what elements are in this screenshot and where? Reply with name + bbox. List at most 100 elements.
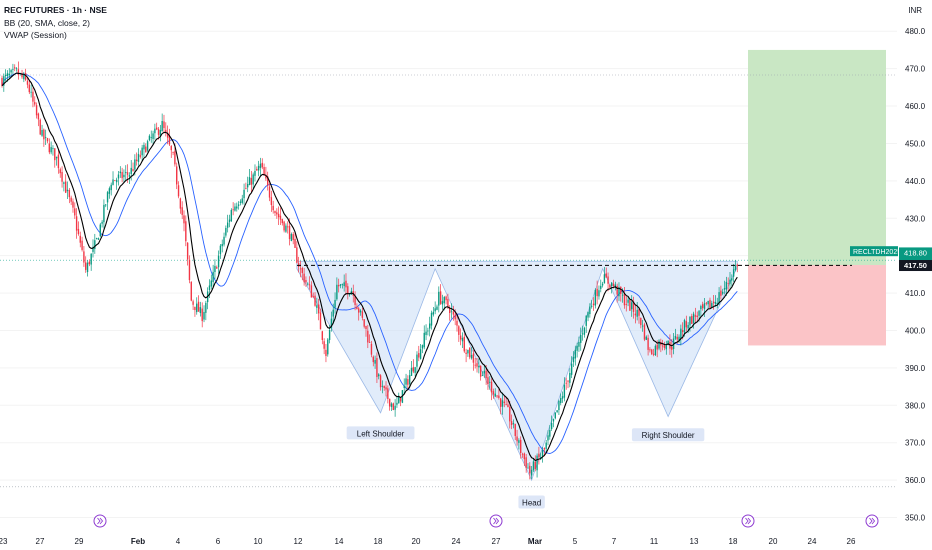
candle — [15, 67, 18, 72]
candle — [671, 339, 673, 358]
y-tick-label: 410.0 — [905, 289, 926, 298]
candle-body — [270, 197, 273, 205]
pattern-label-box — [346, 426, 415, 440]
candle-body — [494, 393, 496, 397]
vwap-legend[interactable]: VWAP (Session) — [4, 30, 67, 40]
candle-body — [126, 172, 129, 175]
x-tick-label: Mar — [528, 537, 542, 546]
candle — [407, 375, 409, 390]
x-tick-label: 26 — [847, 537, 856, 546]
candle — [700, 304, 702, 318]
candle-body — [718, 292, 720, 304]
x-tick-label: 14 — [335, 537, 344, 546]
candle-body — [268, 186, 271, 198]
candle-body — [698, 310, 700, 316]
candle — [702, 301, 704, 311]
candle-body — [381, 385, 384, 387]
x-tick-label: 18 — [374, 537, 383, 546]
candle — [481, 371, 484, 377]
candle — [168, 128, 171, 147]
y-tick-label: 350.0 — [905, 514, 926, 523]
candle-body — [430, 312, 433, 326]
candle — [388, 398, 391, 411]
candle-body — [141, 147, 143, 156]
candle — [723, 280, 726, 294]
candle — [567, 379, 569, 389]
candle — [356, 303, 358, 310]
pattern-label-text: Right Shoulder — [642, 431, 695, 440]
x-tick-label: 29 — [75, 537, 84, 546]
candle-body — [186, 242, 189, 260]
candle — [605, 267, 607, 278]
candle-body — [654, 345, 657, 356]
candle-body — [689, 316, 691, 326]
bollinger-legend[interactable]: BB (20, SMA, close, 2) — [4, 18, 90, 28]
candle-body — [487, 377, 489, 385]
candle-body — [727, 283, 729, 285]
candle — [649, 347, 651, 353]
candle-body — [194, 306, 196, 311]
candle — [70, 195, 72, 206]
candle — [205, 300, 207, 321]
candle — [307, 282, 309, 286]
candle-body — [636, 309, 638, 317]
candle-body — [459, 335, 462, 340]
candle — [727, 277, 729, 292]
candle — [85, 256, 87, 273]
candle-body — [725, 281, 728, 290]
candle — [625, 296, 627, 312]
candle-body — [685, 321, 688, 328]
candle — [325, 344, 327, 363]
candle-body — [114, 180, 116, 182]
x-tick-label: 20 — [769, 537, 778, 546]
candle — [141, 144, 143, 161]
candle — [694, 307, 697, 324]
candle — [256, 166, 258, 171]
candle-body — [228, 219, 231, 223]
candle-body — [681, 330, 684, 332]
candle-body — [123, 174, 125, 178]
candle-body — [418, 353, 420, 358]
candle — [99, 222, 101, 238]
candle — [243, 183, 245, 205]
candle — [423, 325, 425, 350]
candle — [35, 102, 38, 119]
candle — [405, 373, 407, 390]
candle-body — [44, 136, 47, 138]
candle — [631, 295, 633, 317]
x-tick-label: 27 — [492, 537, 501, 546]
candle — [274, 210, 276, 217]
candle — [419, 343, 422, 360]
pattern-label: Right Shoulder — [631, 428, 705, 442]
pattern-label-box — [631, 428, 705, 442]
candle-body — [86, 262, 89, 273]
candle — [596, 280, 598, 305]
candle-body — [261, 162, 263, 168]
candle-body — [609, 284, 611, 288]
candle-body — [720, 290, 722, 296]
candle-body — [408, 375, 411, 385]
candle-body — [119, 171, 121, 174]
candle — [616, 283, 618, 303]
candle — [41, 124, 43, 137]
candle — [276, 208, 278, 219]
candle — [94, 233, 96, 254]
candle-body — [419, 349, 422, 359]
candle — [101, 219, 103, 228]
candle-body — [303, 273, 305, 283]
candle — [381, 380, 384, 394]
candle — [651, 348, 653, 356]
candle — [574, 345, 576, 366]
candle-body — [345, 280, 347, 288]
candle — [736, 263, 738, 273]
candle-body — [707, 300, 709, 305]
candle-body — [667, 340, 669, 345]
candle — [334, 292, 336, 314]
candle-body — [232, 209, 234, 211]
candle-body — [205, 302, 207, 313]
candle — [490, 378, 493, 401]
candle-body — [456, 320, 458, 326]
candle — [452, 305, 455, 321]
candle-body — [560, 398, 562, 404]
